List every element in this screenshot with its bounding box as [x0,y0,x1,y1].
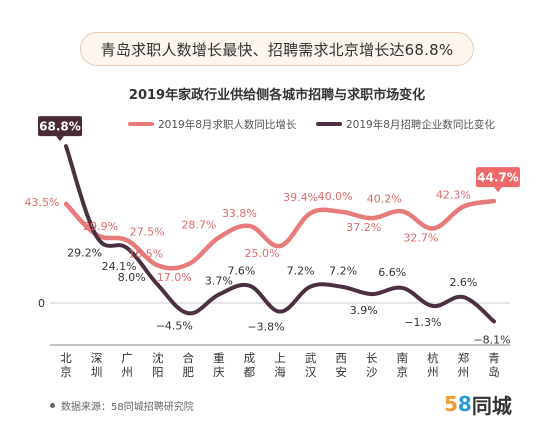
x-tick-char: 海 [274,365,286,379]
data-label-1-0: 68.8% [39,120,81,134]
x-tick-char: 汉 [305,365,317,379]
x-tick-char: 重 [213,351,225,365]
x-tick-char: 杭 [427,351,439,365]
x-tick-char: 庆 [213,365,225,379]
data-label-0-1: 29.9% [83,220,118,233]
data-source: 数据来源：58同城招聘研究院 [50,398,194,413]
chart-labels: 43.5% 29.9% 27.5% 16.5% 17.0% 28.7% 33.8% 25.0%… [25,116,520,346]
x-tick-char: 阳 [152,365,164,379]
x-tick-13: 郑州 [458,351,470,379]
x-tick-2: 广州 [121,351,133,379]
x-tick-char: 成 [244,351,256,365]
data-label-1-7: −3.8% [247,321,284,334]
x-tick-14: 青岛 [488,351,500,379]
x-tick-char: 沙 [366,365,378,379]
data-label-1-8: 7.2% [287,265,315,278]
data-label-0-14: 44.7% [477,171,519,185]
x-tick-char: 肥 [183,365,195,379]
x-tick-char: 武 [305,351,317,365]
data-label-0-6: 33.8% [222,207,257,220]
data-label-0-7: 25.0% [245,247,280,260]
zero-label: 0 [38,297,45,310]
x-tick-char: 合 [183,351,195,365]
x-tick-3: 沈阳 [152,351,164,379]
data-label-0-5: 28.7% [181,219,216,232]
data-label-1-3: 8.0% [118,271,146,284]
x-tick-char: 郑 [458,351,470,365]
x-tick-char: 都 [244,365,256,379]
x-tick-char: 京 [60,365,72,379]
logo-digit-8: 8 [458,392,472,416]
data-label-1-10: 3.9% [350,304,378,317]
logo-digit-5: 5 [444,392,458,416]
x-tick-char: 州 [427,365,439,379]
x-tick-9: 西安 [335,351,347,379]
data-label-0-8: 39.4% [283,191,318,204]
x-tick-char: 西 [335,351,347,365]
bullet-icon [50,403,55,408]
x-tick-char: 广 [121,351,133,365]
x-tick-7: 上海 [274,351,286,379]
data-label-1-14: −8.1% [473,333,510,346]
x-tick-0: 北京 [60,351,72,379]
data-label-1-12: −1.3% [404,316,441,329]
data-label-0-11: 40.2% [367,192,402,205]
x-tick-char: 圳 [91,365,103,379]
highlight-pointer-0-14 [494,187,502,192]
data-source-text: 数据来源：58同城招聘研究院 [61,398,194,413]
data-label-1-6: 7.6% [227,265,255,278]
data-label-0-3: 16.5% [128,247,163,260]
highlight-pointer-1-0 [56,136,64,141]
x-tick-char: 青 [488,351,500,365]
logo-text: 同城 [472,390,512,419]
data-label-0-10: 37.2% [346,221,381,234]
x-tick-char: 京 [397,365,409,379]
data-label-0-2: 27.5% [130,225,165,238]
chart-legend: 2019年8月求职人数同比增长 2019年8月招聘企业数同比变化 [130,118,495,131]
x-tick-char: 安 [335,365,347,379]
x-tick-char: 州 [458,365,470,379]
brand-logo: 5 8 同城 [444,393,512,415]
data-label-1-1: 29.2% [67,246,102,259]
x-tick-8: 武汉 [305,351,317,379]
x-tick-char: 北 [60,351,72,365]
x-tick-12: 杭州 [427,351,439,379]
x-tick-char: 岛 [488,365,500,379]
data-label-0-4: 17.0% [157,271,192,284]
data-label-1-4: −4.5% [156,319,193,332]
legend-label-0: 2019年8月求职人数同比增长 [158,118,297,131]
x-tick-6: 成都 [244,351,256,379]
x-tick-char: 沈 [152,351,164,365]
data-label-0-12: 32.7% [403,231,438,244]
x-tick-char: 上 [274,351,286,365]
data-label-0-0: 43.5% [25,196,60,209]
x-tick-1: 深圳 [91,351,103,379]
x-tick-char: 南 [397,351,409,365]
legend-label-1: 2019年8月招聘企业数同比变化 [346,118,495,131]
data-label-1-11: 6.6% [378,266,406,279]
x-tick-10: 长沙 [366,351,378,379]
x-tick-5: 重庆 [213,351,225,379]
data-label-0-9: 40.0% [318,190,353,203]
x-tick-4: 合肥 [183,351,195,379]
x-tick-char: 深 [91,351,103,365]
x-tick-char: 长 [366,351,378,365]
data-label-1-9: 7.2% [329,265,357,278]
x-tick-11: 南京 [397,351,409,379]
data-label-1-13: 2.6% [449,276,477,289]
data-label-0-13: 42.3% [436,189,471,202]
x-tick-char: 州 [121,365,133,379]
